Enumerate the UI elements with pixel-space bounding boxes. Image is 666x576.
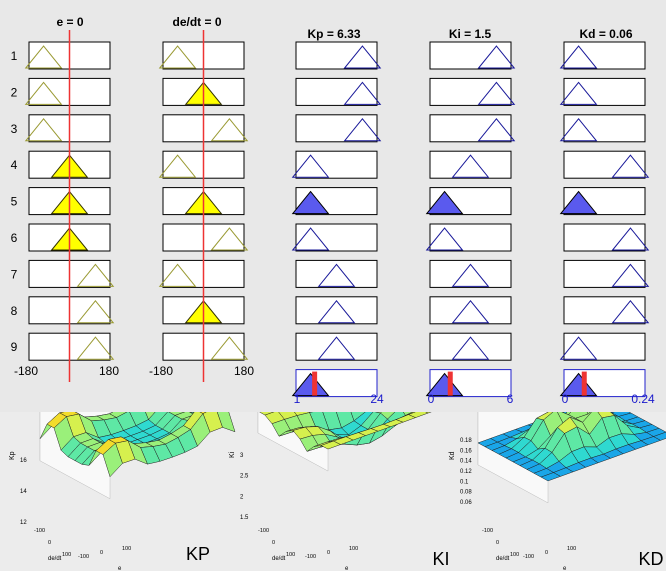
rule-7-kd-box (564, 260, 645, 287)
input-e-label: e = 0 (56, 15, 83, 29)
rule-6-ki-box (430, 224, 511, 251)
surface-ki-z-tick: 2.5 (240, 474, 249, 480)
surface-kd-z-tick: 0.08 (460, 490, 472, 496)
surface-kd-y-label: e (563, 566, 567, 571)
rule-3-kp-box (296, 115, 377, 142)
aggregate-0-marker (312, 372, 317, 396)
rule-number-7: 7 (11, 267, 18, 281)
rule-4-kp-box (296, 151, 377, 178)
rule-2-ki-box (430, 78, 511, 105)
surface-kd-z-tick: 0.18 (460, 438, 472, 444)
rule-1-kd-box (564, 42, 645, 69)
rule-number-2: 2 (11, 85, 18, 99)
rule-4-kd-box (564, 151, 645, 178)
surface-kp-x-label: de/dt (48, 556, 62, 562)
rule-3-kd-box (564, 115, 645, 142)
surface-kd (478, 412, 666, 503)
surface-kp-y-label: e (118, 566, 122, 571)
rule-number-9: 9 (11, 340, 18, 354)
output-ki-range-min: 0 (428, 392, 435, 406)
output-kp-range-max: 24 (370, 392, 384, 406)
surface-kd-caption: KD (638, 549, 663, 569)
surface-kp-x-tick: -100 (34, 528, 45, 534)
surface-ki-x-tick: 100 (286, 552, 295, 558)
input-dedt-label: de/dt = 0 (172, 15, 221, 29)
output-kp-label: Kp = 6.33 (307, 27, 360, 41)
input-e-range-max: 180 (99, 364, 119, 378)
surface-ki-caption: KI (432, 549, 449, 569)
surface-ki-x-label: de/dt (272, 556, 286, 562)
surface-ki-y-label: e (345, 566, 349, 571)
surface-kd-x-tick: -100 (482, 528, 493, 534)
rule-6-kd-box (564, 224, 645, 251)
output-ki-range-max: 6 (507, 392, 514, 406)
surface-kd-z-tick: 0.14 (460, 459, 472, 465)
surface-kp-z-tick: 12 (20, 520, 27, 526)
surface-kp (40, 412, 235, 499)
input-e-range-min: -180 (14, 364, 38, 378)
surface-kd-z-tick: 0.16 (460, 448, 472, 454)
surface-kp-z-tick: 14 (20, 489, 27, 495)
surface-kp-x-tick: 100 (62, 552, 71, 558)
rule-8-kd-box (564, 297, 645, 324)
surface-ki-x-tick: -100 (258, 528, 269, 534)
surface-kp-caption: KP (186, 544, 210, 564)
surface-kd-z-tick: 0.12 (460, 469, 472, 475)
input-dedt-range-min: -180 (149, 364, 173, 378)
surface-kp-y-tick: 0 (100, 550, 103, 556)
surface-kd-z-tick: 0.1 (460, 479, 469, 485)
rule-2-kp-box (296, 78, 377, 105)
surface-ki-z-tick: 2 (240, 494, 244, 500)
surface-kp-y-tick: -100 (78, 554, 89, 560)
rule-1-ki-box (430, 42, 511, 69)
surface-ki-z-label: Ki (229, 451, 236, 458)
input-dedt-range-max: 180 (234, 364, 254, 378)
surface-kd-z-tick: 0.06 (460, 500, 472, 506)
surface-ki-y-tick: -100 (305, 554, 316, 560)
surface-kp-z-tick: 16 (20, 458, 27, 464)
rule-number-6: 6 (11, 231, 18, 245)
surface-ki-y-tick: 0 (327, 550, 330, 556)
output-kd-range-min: 0 (562, 392, 569, 406)
surface-ki-y-tick: 100 (349, 546, 358, 552)
surface-kd-x-label: de/dt (496, 556, 510, 562)
rule-1-kp-box (296, 42, 377, 69)
rule-viewer-plot: 1 2 3 4 5 6 7 8 9 e = 0 de/dt = 0 Kp = 6.33 Ki =… (0, 0, 666, 412)
surface-kp-y-tick: 100 (122, 546, 131, 552)
surface-ki-z-tick: 1.5 (240, 515, 249, 521)
rule-number-3: 3 (11, 122, 18, 136)
surface-kd-z-label: Kd (449, 451, 456, 460)
output-kd-label: Kd = 0.06 (579, 27, 632, 41)
surface-ki (258, 412, 453, 471)
rule-3-ki-box (430, 115, 511, 142)
rule-number-8: 8 (11, 304, 18, 318)
surface-kd-x-tick: 0 (496, 540, 499, 546)
rule-9-kd-box (564, 333, 645, 360)
surface-kd-y-tick: 100 (567, 546, 576, 552)
surface-kp-z-label: Kp (9, 451, 16, 460)
aggregate-2-marker (582, 372, 587, 396)
surface-kd-y-tick: -100 (523, 554, 534, 560)
rule-number-1: 1 (11, 49, 18, 63)
output-ki-label: Ki = 1.5 (449, 27, 492, 41)
output-kd-range-max: 0.24 (631, 392, 655, 406)
rule-6-kp-box (296, 224, 377, 251)
rule-viewer-panel: 1 2 3 4 5 6 7 8 9 e = 0 de/dt = 0 Kp = 6.33 Ki =… (0, 0, 666, 412)
surface-ki-x-tick: 0 (272, 540, 275, 546)
surface-kp-x-tick: 0 (48, 540, 51, 546)
surface-kd-x-tick: 100 (510, 552, 519, 558)
output-kp-range-min: 1 (294, 392, 301, 406)
aggregate-1-marker (448, 372, 453, 396)
rule-2-kd-box (564, 78, 645, 105)
rule-number-5: 5 (11, 195, 18, 209)
rule-number-4: 4 (11, 158, 18, 172)
surface-ki-z-tick: 3 (240, 453, 244, 459)
control-surfaces: Kp121416de/dte-1000100-1000100Ki1.522.53… (0, 412, 666, 571)
surface-kd-y-tick: 0 (545, 550, 548, 556)
